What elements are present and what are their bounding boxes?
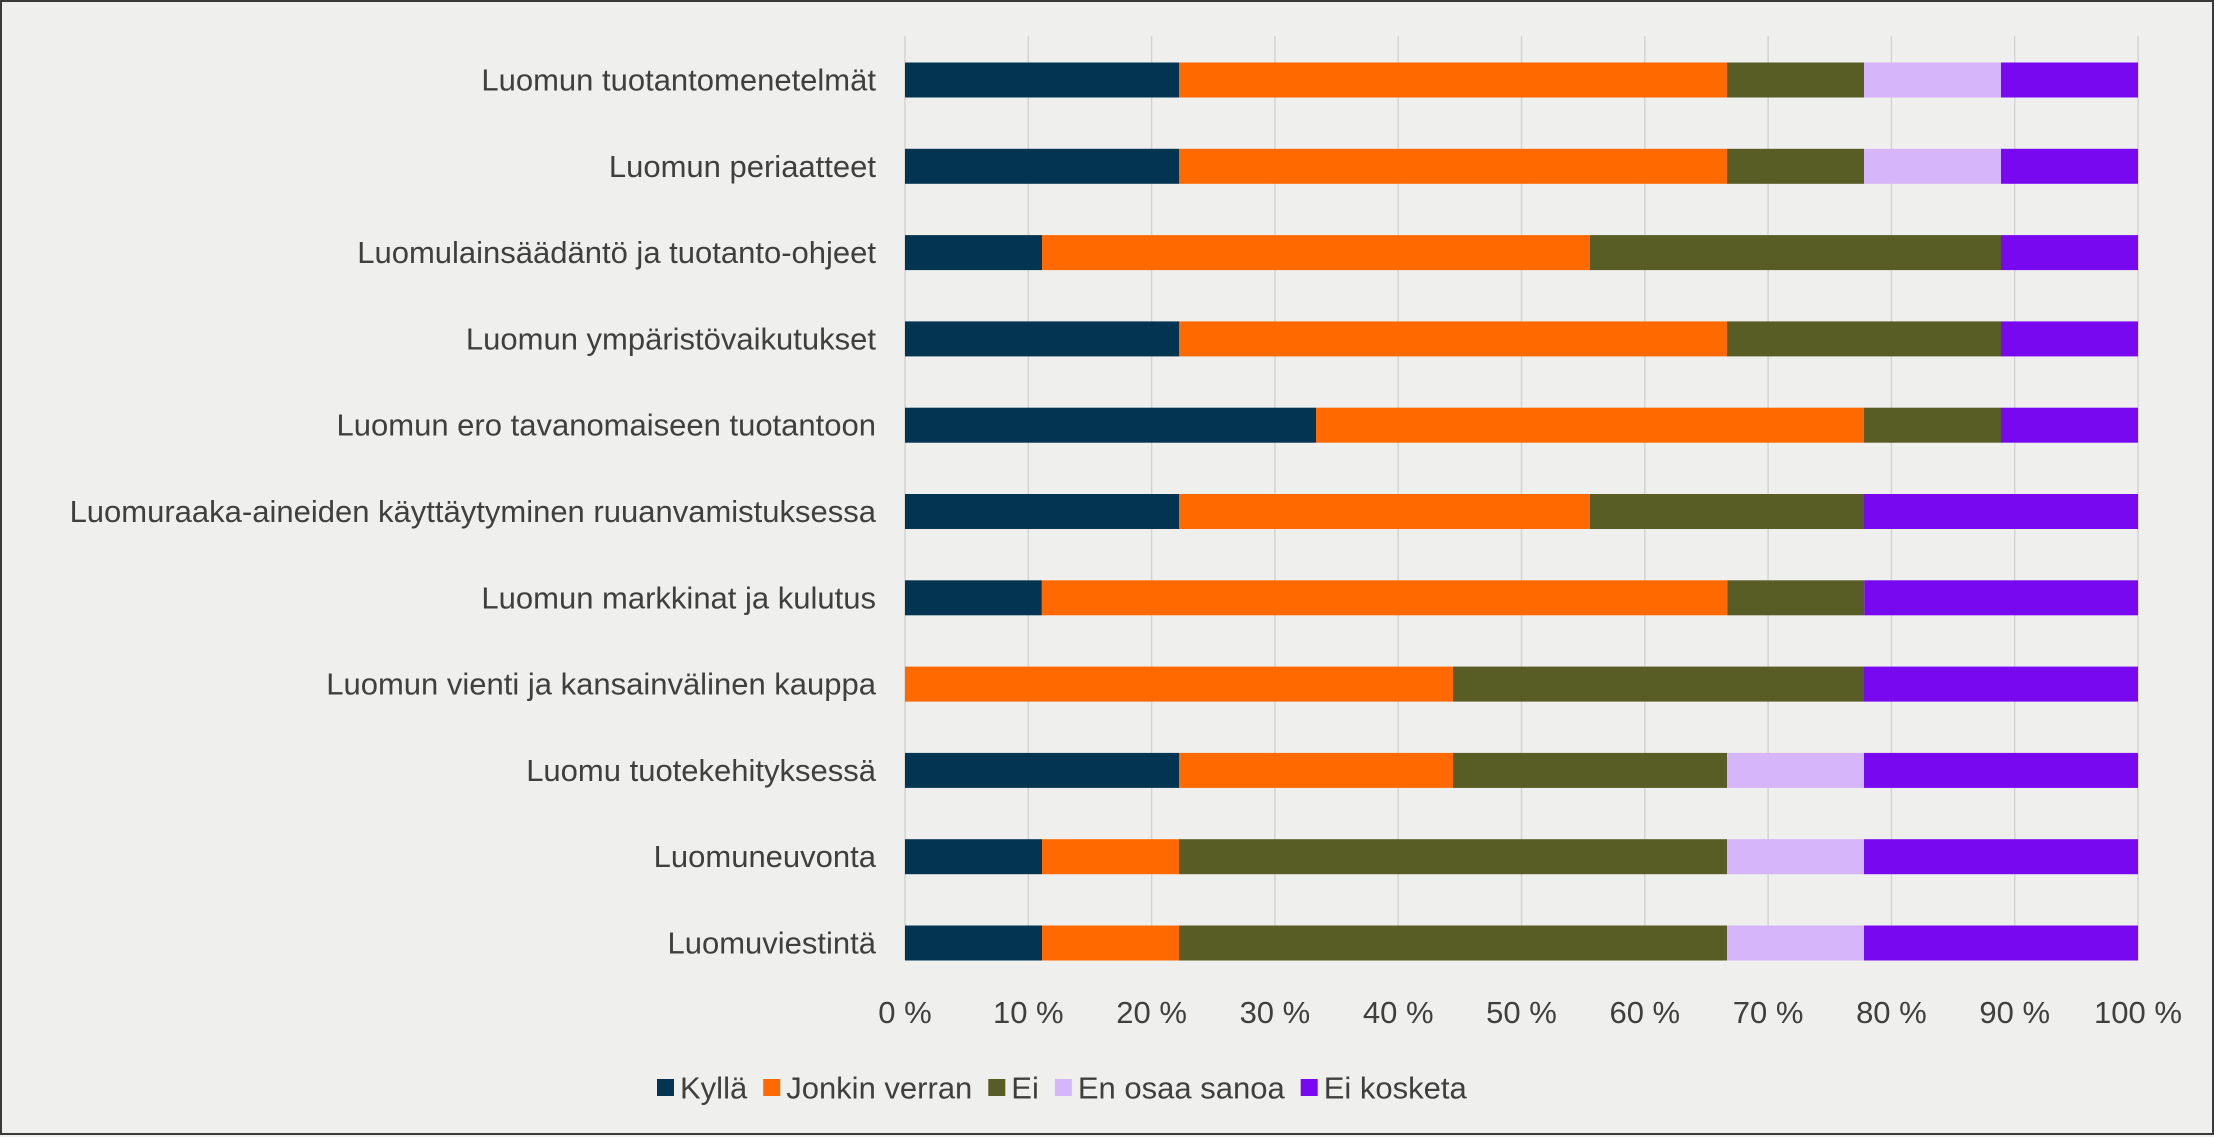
bar-segment (905, 494, 1179, 529)
bar-segment (1042, 839, 1179, 875)
bar-segment (905, 666, 1453, 702)
legend-label: Jonkin verran (786, 1071, 972, 1106)
legend-label: Ei kosketa (1324, 1071, 1468, 1106)
legend-item: En osaa sanoa (1054, 1071, 1286, 1106)
bar-segment (1179, 839, 1727, 875)
bar-segment (1864, 839, 2138, 875)
x-tick-label: 50 % (1486, 995, 1557, 1030)
bar-segment (905, 839, 1042, 875)
bar-segment (905, 148, 1179, 184)
bar-segment (905, 62, 1179, 98)
bars (905, 62, 2138, 961)
x-tick-label: 20 % (1116, 995, 1187, 1030)
x-axis-ticks: 0 % 10 % 20 % 30 % 40 % 50 % 60 % 70 % 80 % 90 % 1… (878, 995, 2182, 1030)
legend-swatch (1054, 1079, 1072, 1096)
bar-segment (1727, 925, 1864, 961)
bar-segment (1179, 62, 1727, 98)
legend-swatch (657, 1079, 674, 1096)
bar-segment (1727, 580, 1865, 616)
bar-segment (1316, 407, 1864, 443)
legend-swatch (988, 1079, 1006, 1096)
bar-segment (1864, 494, 2138, 529)
bar-segment (1590, 494, 1864, 529)
bar-segment (1727, 62, 1864, 98)
x-tick-label: 30 % (1240, 995, 1311, 1030)
category-labels: Luomun tuotantomenetelmät Luomun periaatt… (70, 63, 877, 961)
bar-segment (1179, 925, 1727, 961)
bar-segment (2001, 407, 2138, 443)
bar-segment (1864, 580, 2138, 616)
category-label: Luomun ympäristövaikutukset (466, 321, 876, 356)
bar-segment (905, 407, 1316, 443)
category-label: Luomuneuvonta (654, 839, 877, 874)
bar-segment (1453, 666, 1864, 702)
category-label: Luomun ero tavanomaiseen tuotantoon (337, 408, 876, 443)
bar-segment (1590, 235, 2001, 271)
bar-segment (2001, 321, 2138, 357)
legend-label: En osaa sanoa (1078, 1071, 1286, 1106)
legend-swatch (763, 1079, 781, 1096)
category-label: Luomuviestintä (667, 926, 876, 961)
x-tick-label: 40 % (1363, 995, 1434, 1030)
x-tick-label: 0 % (878, 995, 931, 1030)
category-label: Luomulainsäädäntö ja tuotanto-ohjeet (357, 235, 876, 270)
bar-segment (1864, 925, 2138, 961)
category-label: Luomun tuotantomenetelmät (481, 63, 876, 98)
category-label: Luomu tuotekehityksessä (526, 753, 877, 788)
bar-segment (1864, 148, 2001, 184)
bar-segment (1864, 407, 2001, 443)
bar-segment (905, 752, 1179, 788)
category-label: Luomun periaatteet (609, 149, 877, 184)
bar-segment (1727, 321, 2001, 357)
bar-segment (1453, 752, 1727, 788)
bar-segment (2001, 235, 2138, 271)
bar-segment (1864, 752, 2138, 788)
x-tick-label: 80 % (1856, 995, 1927, 1030)
bar-segment (1042, 235, 1590, 271)
legend-label: Kyllä (680, 1071, 748, 1106)
x-tick-label: 90 % (1979, 995, 2050, 1030)
bar-segment (1179, 752, 1453, 788)
legend-item: Jonkin verran (763, 1071, 972, 1106)
bar-segment (905, 235, 1042, 271)
bar-segment (905, 321, 1179, 357)
bar-segment (905, 580, 1042, 616)
bar-segment (2001, 62, 2138, 98)
legend-label: Ei (1011, 1071, 1039, 1106)
category-label: Luomuraaka-aineiden käyttäytyminen ruuan… (70, 494, 877, 529)
bar-segment (1179, 494, 1590, 529)
bar-segment (1041, 580, 1728, 616)
x-tick-label: 60 % (1609, 995, 1680, 1030)
category-label: Luomun markkinat ja kulutus (481, 580, 876, 615)
legend-item: Kyllä (657, 1071, 748, 1106)
bar-segment (1179, 321, 1727, 357)
bar-segment (1042, 925, 1179, 961)
bar-segment (1864, 666, 2138, 702)
bar-segment (2001, 148, 2138, 184)
x-tick-label: 100 % (2094, 995, 2182, 1030)
legend: Kyllä Jonkin verran Ei En osaa sanoa Ei kosk… (657, 1071, 1467, 1106)
category-label: Luomun vienti ja kansainvälinen kauppa (326, 667, 877, 702)
bar-segment (905, 925, 1042, 961)
bar-segment (1864, 62, 2001, 98)
legend-item: Ei (988, 1071, 1039, 1106)
legend-swatch (1300, 1079, 1318, 1096)
bar-segment (1727, 752, 1864, 788)
x-tick-label: 70 % (1733, 995, 1804, 1030)
bar-segment (1179, 148, 1727, 184)
legend-item: Ei kosketa (1300, 1071, 1468, 1106)
x-tick-label: 10 % (993, 995, 1064, 1030)
bar-segment (1727, 148, 1864, 184)
bar-segment (1727, 839, 1864, 875)
